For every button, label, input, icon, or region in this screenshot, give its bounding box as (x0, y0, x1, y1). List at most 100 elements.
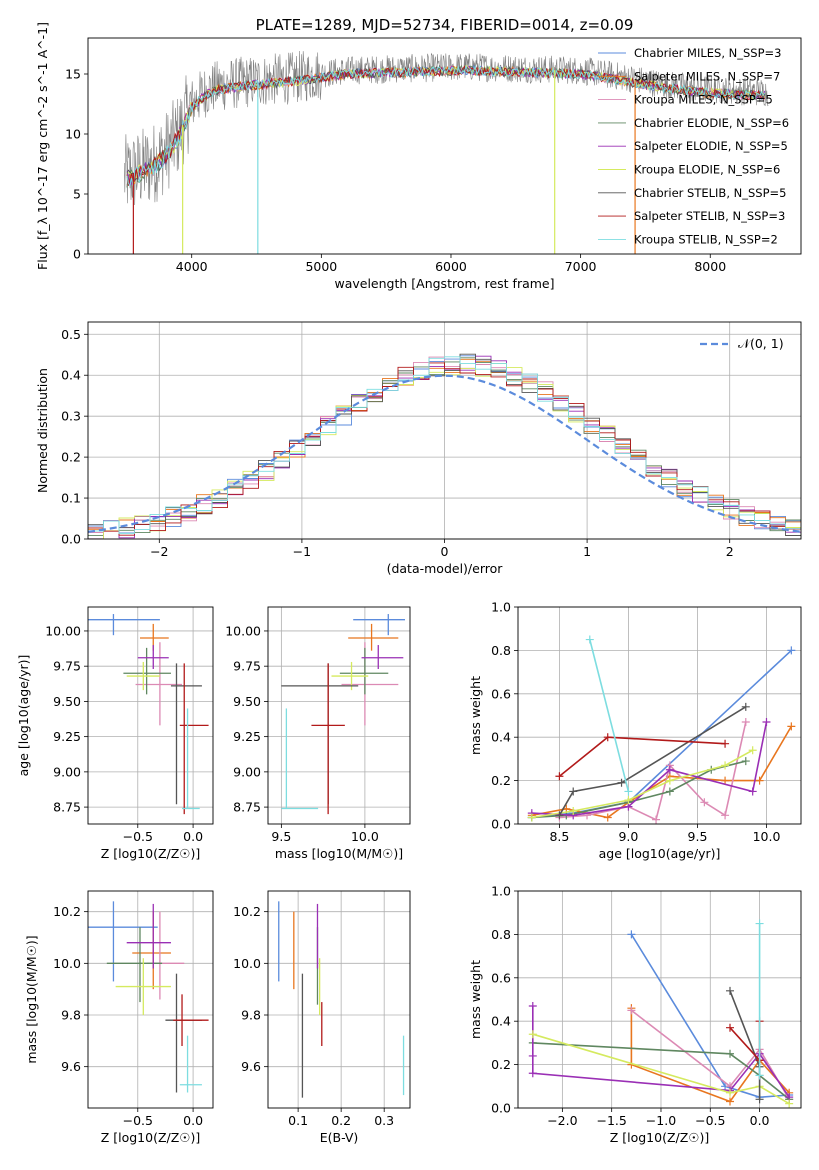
x-tick-label: 10.0 (351, 829, 379, 844)
x-tick-label: −0.5 (695, 1113, 725, 1128)
y-tick-label: 0.2 (491, 1057, 511, 1072)
y-tick-label: 10.0 (233, 956, 261, 971)
data-point-marker (527, 813, 536, 822)
panel-age-vs-mass: 9.5 10.0 8.75 9.00 9.25 9.50 9.75 10.00 mass [lo… (225, 606, 411, 861)
data-point-marker (755, 1095, 764, 1104)
y-tick-label: 0.6 (491, 686, 511, 701)
plot-area (528, 919, 794, 1108)
y-tick-label: 9.25 (233, 729, 261, 744)
mass-weight-line (532, 1006, 790, 1098)
y-tick-label: 0.5 (61, 327, 81, 342)
data-point-marker (721, 739, 730, 748)
y-tick-label: 0.0 (491, 1101, 511, 1116)
data-point-marker (624, 796, 633, 805)
y-axis-label: Normed distribution (35, 368, 50, 493)
data-point-marker (748, 787, 757, 796)
x-tick-label: 0.2 (331, 1113, 351, 1128)
mass-weight-line (532, 1042, 790, 1100)
legend-entry: Chabrier STELIB, N_SSP=5 (634, 186, 786, 200)
x-tick-label: 1 (583, 544, 591, 559)
normal-curve (88, 374, 801, 533)
x-axis-label: Z [log10(Z/Z☉)] (101, 1130, 201, 1145)
data-point-marker (617, 778, 626, 787)
data-point-marker (603, 813, 612, 822)
x-tick-label: −1 (293, 544, 311, 559)
y-tick-label: 0.1 (61, 491, 81, 506)
y-tick-label: 8.75 (53, 800, 81, 815)
observed-spectrum (124, 50, 769, 206)
panel-mass-weight-vs-age: 8.5 9.0 9.5 10.0 0.0 0.2 0.4 0.6 0.8 1.0 age [log1… (468, 600, 802, 861)
panel-age-vs-z: −0.5 0.0 8.75 9.00 9.25 9.50 9.75 10.00 Z [log10… (16, 606, 214, 861)
axes-frame (517, 890, 802, 1109)
data-point-marker (787, 722, 796, 731)
data-point-marker (785, 1099, 794, 1108)
y-tick-label: 0.2 (491, 773, 511, 788)
y-tick-label: 0.4 (491, 1014, 511, 1029)
data-point-marker (665, 765, 674, 774)
x-tick-label: 0.0 (750, 1113, 770, 1128)
data-point-marker (569, 806, 578, 815)
x-tick-label: −0.5 (123, 829, 153, 844)
x-tick-label: 10.0 (753, 829, 781, 844)
data-point-marker (700, 798, 709, 807)
x-tick-label: 0.1 (288, 1113, 308, 1128)
data-point-marker (652, 815, 661, 824)
axes-frame (267, 606, 411, 825)
plot-area (124, 50, 769, 254)
x-axis-label: E(B-V) (320, 1130, 359, 1145)
x-tick-label: −1.0 (646, 1113, 676, 1128)
x-tick-label: 2 (726, 544, 734, 559)
data-point-marker (721, 811, 730, 820)
plot-area (281, 614, 405, 815)
y-tick-label: 15 (65, 67, 81, 82)
data-point-marker (528, 1030, 537, 1039)
data-point-marker (748, 746, 757, 755)
y-tick-label: 0.2 (61, 450, 81, 465)
y-tick-label: 9.8 (241, 1008, 261, 1023)
y-tick-label: 0.6 (491, 970, 511, 985)
y-tick-label: 9.00 (53, 764, 81, 779)
x-tick-label: −2 (150, 544, 168, 559)
mass-weight-line (531, 749, 754, 819)
plot-area (278, 901, 405, 1098)
data-point-marker (624, 787, 633, 796)
data-point-marker (787, 646, 796, 655)
model-spectrum-line (126, 64, 766, 187)
y-tick-label: 9.6 (61, 1059, 81, 1074)
x-axis-label: age [log10(age/yr)] (599, 846, 721, 861)
data-point-marker (528, 1002, 537, 1011)
y-tick-label: 10.0 (53, 956, 81, 971)
x-axis-label: (data-model)/error (387, 561, 504, 576)
data-point-marker (726, 1097, 735, 1106)
legend-entry: Kroupa ELODIE, N_SSP=6 (634, 163, 780, 177)
panel-mass-vs-z: −0.5 0.0 9.6 9.8 10.0 10.2 Z [log10(Z/Z☉)] mass… (24, 890, 214, 1145)
data-point-marker (721, 776, 730, 785)
legend-entry: 𝒩(0, 1) (738, 336, 784, 351)
y-tick-label: 0.0 (491, 817, 511, 832)
panel-mass-vs-ebv: 0.1 0.2 0.3 9.6 9.8 10.0 10.2 E(B-V) (233, 890, 411, 1145)
y-tick-label: 1.0 (491, 884, 511, 899)
data-point-marker (627, 1006, 636, 1015)
data-point-marker (569, 787, 578, 796)
data-point-marker (741, 718, 750, 727)
data-point-marker (721, 761, 730, 770)
data-point-marker (726, 1023, 735, 1032)
x-tick-label: 4000 (176, 259, 208, 274)
axes-frame (87, 321, 802, 540)
y-tick-label: 8.75 (233, 800, 261, 815)
chart-title: PLATE=1289, MJD=52734, FIBERID=0014, z=0… (256, 16, 634, 34)
panel-mass-weight-vs-z: −2.0 −1.5 −1.0 −0.5 0.0 0.0 0.2 0.4 0.6 0.8 1.0 Z [… (468, 884, 802, 1145)
y-tick-label: 10.2 (233, 904, 261, 919)
x-axis-label: wavelength [Angstrom, rest frame] (334, 276, 554, 291)
mass-weight-line (531, 721, 768, 817)
data-point-marker (755, 776, 764, 785)
data-point-marker (726, 1049, 735, 1058)
y-axis-label: mass [log10(M/M☉)] (24, 935, 39, 1063)
y-tick-label: 0.8 (491, 643, 511, 658)
plot-area (527, 635, 796, 824)
data-point-marker (603, 733, 612, 742)
x-tick-label: 9.5 (271, 829, 291, 844)
x-tick-label: 5000 (305, 259, 337, 274)
panel-residuals: −2 −1 0 1 2 0.0 0.1 0.2 0.3 0.4 0.5 (data-model)/er… (35, 321, 802, 576)
x-axis-label: mass [log10(M/M☉)] (275, 846, 403, 861)
